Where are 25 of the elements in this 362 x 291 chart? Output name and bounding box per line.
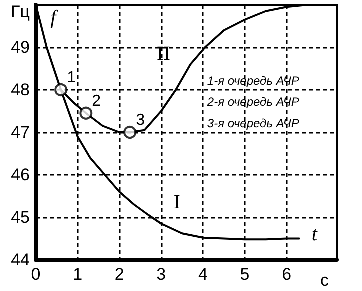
y-tick-label: 47 bbox=[11, 123, 30, 142]
y-tick-label: 49 bbox=[11, 38, 30, 57]
x-tick-label: 3 bbox=[156, 265, 166, 284]
annotation: II bbox=[157, 42, 170, 65]
annotation: f bbox=[50, 6, 59, 29]
y-tick-label: 44 bbox=[11, 250, 30, 270]
y-tick-label: 46 bbox=[11, 166, 30, 184]
y-tick-label: 48 bbox=[11, 80, 30, 100]
y-axis-title: Гц bbox=[11, 2, 30, 22]
annotation: I bbox=[174, 192, 180, 214]
annotation: 1 bbox=[67, 70, 76, 86]
annotation: 3 bbox=[136, 112, 146, 129]
x-tick-label: 2 bbox=[114, 265, 124, 284]
x-tick-label: 6 bbox=[282, 265, 292, 284]
annotation: 2-я очередь АЧР bbox=[206, 95, 300, 110]
annotation: 3-я очередь АЧР bbox=[207, 116, 300, 130]
x-axis-title: с bbox=[320, 271, 330, 290]
x-tick-label: 4 bbox=[198, 265, 208, 284]
annotation: 1-я очередь АЧР bbox=[207, 74, 300, 88]
x-tick-label: 0 bbox=[31, 265, 41, 284]
x-tick-label: 1 bbox=[73, 265, 83, 284]
annotation: t bbox=[312, 224, 318, 246]
x-tick-label: 5 bbox=[240, 265, 250, 284]
y-tick-label: 45 bbox=[11, 208, 30, 227]
annotation: 2 bbox=[92, 92, 102, 110]
